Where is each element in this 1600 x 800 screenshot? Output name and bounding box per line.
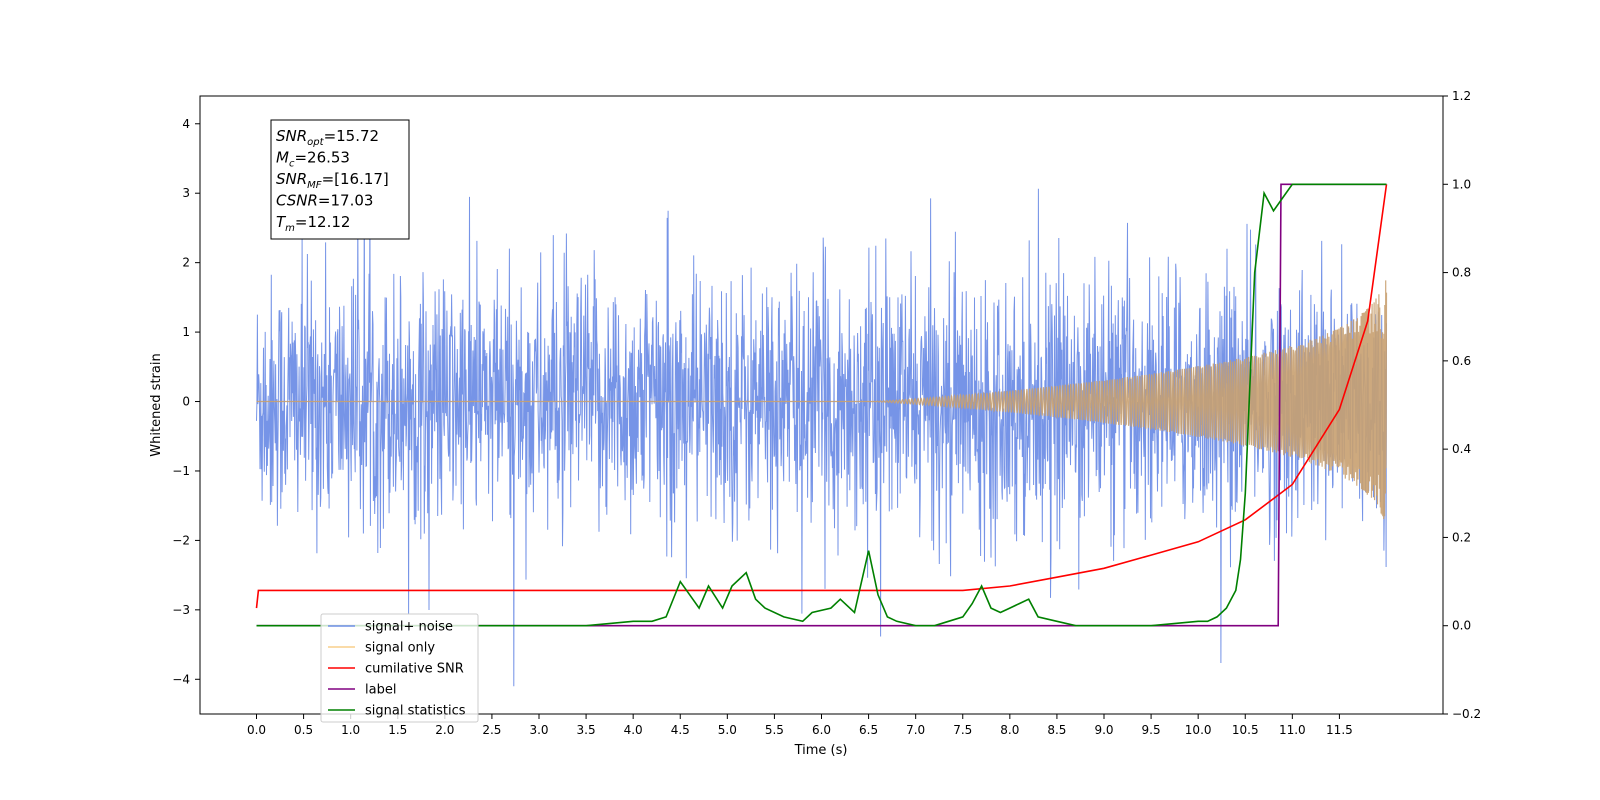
x-tick-label: 7.5 bbox=[953, 723, 972, 737]
legend-frame bbox=[320, 613, 479, 723]
y-right-tick-label: 0.4 bbox=[1452, 442, 1471, 456]
y-left-tick-label: −3 bbox=[172, 603, 190, 617]
annotation-subscript: opt bbox=[307, 137, 324, 148]
x-tick-label: 5.5 bbox=[765, 723, 784, 737]
x-tick-label: 4.0 bbox=[624, 723, 643, 737]
x-tick-label: 8.5 bbox=[1047, 723, 1066, 737]
y-right-tick-label: 1.0 bbox=[1452, 177, 1471, 191]
x-tick-label: 8.0 bbox=[1000, 723, 1019, 737]
series-cumilative-snr-line bbox=[255, 184, 1388, 609]
x-tick-label: 2.5 bbox=[482, 723, 501, 737]
annotation-line: SNRMF=[16.17] bbox=[276, 170, 389, 191]
annotation-value: =[16.17] bbox=[322, 170, 389, 188]
annotation-line: SNRopt=15.72 bbox=[276, 127, 379, 148]
x-tick-label: 1.5 bbox=[388, 723, 407, 737]
x-tick-label: 3.5 bbox=[577, 723, 596, 737]
x-tick-label: 9.5 bbox=[1142, 723, 1161, 737]
x-tick-label: 11.0 bbox=[1279, 723, 1306, 737]
annotation-symbol: M bbox=[276, 149, 289, 167]
series-signal-only-line bbox=[256, 280, 1388, 520]
annotation-frame bbox=[270, 119, 410, 240]
legend-label: label bbox=[365, 683, 396, 698]
x-tick-label: 1.0 bbox=[341, 723, 360, 737]
x-axis-label: Time (s) bbox=[794, 743, 848, 758]
annotation-line: Mc=26.53 bbox=[276, 149, 350, 170]
x-tick-label: 10.5 bbox=[1232, 723, 1259, 737]
annotation-line: Tm=12.12 bbox=[276, 213, 350, 234]
annotation-symbol: T bbox=[276, 213, 287, 231]
legend: signal+ noise signal only cumilative SNR la… bbox=[320, 613, 479, 723]
annotation-value: =12.12 bbox=[295, 213, 351, 231]
x-tick-label: 0.5 bbox=[294, 723, 313, 737]
y-right-tick-label: 0.2 bbox=[1452, 530, 1471, 544]
x-tick-label: 2.0 bbox=[435, 723, 454, 737]
series-signal-statistics-line bbox=[256, 183, 1387, 627]
x-tick-label: 11.5 bbox=[1326, 723, 1353, 737]
annotation-symbol: CSNR bbox=[276, 192, 318, 210]
annotation-subscript: c bbox=[289, 159, 295, 170]
x-tick-label: 7.0 bbox=[906, 723, 925, 737]
y-right-tick-label: 0.8 bbox=[1452, 266, 1471, 280]
y-left-tick-label: 1 bbox=[182, 325, 190, 339]
y-left-tick-label: −2 bbox=[172, 533, 190, 547]
annotation-line: CSNR=17.03 bbox=[276, 192, 373, 210]
y-right-tick-label: 1.2 bbox=[1452, 89, 1471, 103]
annotation-subscript: m bbox=[285, 223, 295, 234]
y-left-tick-label: 0 bbox=[182, 395, 190, 409]
x-tick-label: 9.0 bbox=[1094, 723, 1113, 737]
x-tick-label: 3.0 bbox=[529, 723, 548, 737]
y-left-tick-label: −4 bbox=[172, 672, 190, 686]
legend-label: signal only bbox=[365, 641, 435, 656]
x-tick-label: 0.0 bbox=[247, 723, 266, 737]
y-left-tick-label: 2 bbox=[182, 256, 190, 270]
annotation-symbol: SNR bbox=[276, 127, 307, 145]
annotation-subscript: MF bbox=[307, 180, 322, 191]
y-right-tick-label: 0.0 bbox=[1452, 619, 1471, 633]
y-right-tick-label: −0.2 bbox=[1452, 707, 1481, 721]
legend-label: cumilative SNR bbox=[365, 662, 464, 677]
annotation-symbol: SNR bbox=[276, 170, 307, 188]
y-left-tick-label: 4 bbox=[182, 117, 190, 131]
x-tick-label: 5.0 bbox=[718, 723, 737, 737]
parameter-annotation-box: SNRopt=15.72Mc=26.53SNRMF=[16.17]CSNR=17… bbox=[270, 119, 410, 240]
annotation-value: =17.03 bbox=[318, 192, 374, 210]
legend-label: signal+ noise bbox=[365, 620, 453, 635]
y-axis-label: Whitened strain bbox=[149, 353, 164, 456]
x-tick-label: 6.5 bbox=[859, 723, 878, 737]
x-tick-label: 6.0 bbox=[812, 723, 831, 737]
y-left-tick-label: 3 bbox=[182, 186, 190, 200]
legend-label: signal statistics bbox=[365, 704, 466, 719]
annotation-value: =26.53 bbox=[294, 149, 350, 167]
x-tick-label: 4.5 bbox=[671, 723, 690, 737]
y-left-tick-label: −1 bbox=[172, 464, 190, 478]
y-right-tick-label: 0.6 bbox=[1452, 354, 1471, 368]
annotation-value: =15.72 bbox=[324, 127, 380, 145]
x-tick-label: 10.0 bbox=[1185, 723, 1212, 737]
